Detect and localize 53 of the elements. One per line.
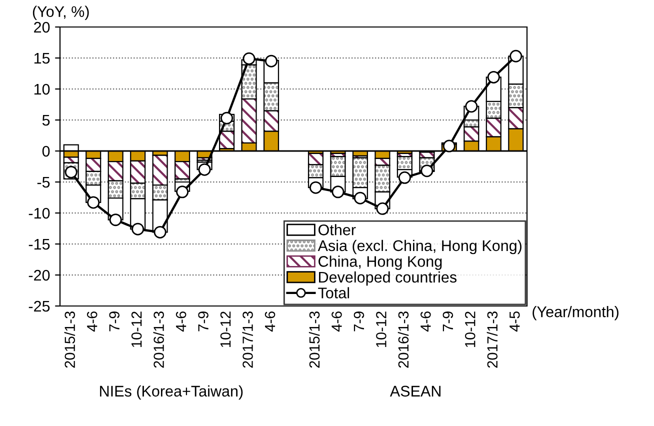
point — [332, 186, 344, 198]
y-tick-label: 0 — [42, 146, 50, 157]
point — [176, 186, 189, 198]
point — [354, 192, 366, 204]
x-tick-label: 4-6 — [176, 312, 186, 332]
x-tick-label: 10-12 — [464, 312, 476, 348]
x-tick-label: 7-9 — [354, 312, 364, 332]
x-tick-label: 4-6 — [420, 312, 431, 332]
x-tick-label: 7-9 — [198, 312, 208, 332]
point — [109, 214, 122, 226]
x-tick-label: 2016/1-3 — [153, 311, 164, 368]
x-tick-label: 4-5 — [510, 311, 520, 332]
point — [376, 202, 389, 215]
y-tick-label: -25 — [28, 300, 50, 312]
x-tick-label: 10-12 — [131, 312, 142, 348]
x-tick-label: 2015/1-3 — [308, 311, 320, 368]
x-tick-label: 10-12 — [220, 312, 231, 348]
point — [309, 181, 322, 194]
point — [132, 222, 144, 236]
point — [87, 196, 100, 209]
x-tick-label: 2017/1-3 — [242, 311, 253, 368]
point — [398, 171, 411, 184]
point — [510, 50, 522, 62]
x-tick-label: 7-9 — [109, 312, 120, 332]
y-tick-label: -15 — [28, 239, 50, 250]
x-axis-title: (Year/month) — [532, 306, 618, 320]
point — [465, 100, 478, 113]
point — [154, 226, 166, 238]
x-tick-label: 2017/1-3 — [486, 311, 498, 368]
point — [265, 54, 278, 68]
y-tick-label: 20 — [34, 22, 50, 33]
legend-label: Other — [318, 224, 356, 236]
y-tick-label: 15 — [34, 53, 50, 64]
legend-label: China, Hong Kong — [318, 256, 442, 270]
legend-label: Asia (excl. China, Hong Kong) — [318, 240, 522, 254]
x-tick-label: 4-6 — [86, 312, 98, 332]
y-tick-label: 10 — [34, 84, 50, 95]
x-tick-label: 2016/1-3 — [398, 311, 409, 368]
y-tick-label: -5 — [37, 177, 50, 188]
legend-label: Developed countries — [319, 271, 457, 286]
x-tick-label: 4-6 — [332, 312, 342, 332]
x-tick-label: 10-12 — [376, 312, 386, 348]
x-tick-label: 4-6 — [264, 312, 276, 332]
y-tick-label: -20 — [28, 270, 50, 281]
y-axis-title: (YoY, %) — [32, 6, 89, 20]
point — [487, 70, 500, 84]
y-tick-label: -10 — [28, 208, 50, 219]
x-tick-label: 7-9 — [442, 312, 454, 332]
legend-label: Total — [318, 287, 350, 298]
x-tick-label: 2015/1-3 — [64, 311, 76, 368]
text: ASEAN — [390, 386, 440, 397]
y-tick-label: 5 — [42, 115, 50, 126]
text: NIEs (Korea+Taiwan) — [100, 385, 243, 400]
